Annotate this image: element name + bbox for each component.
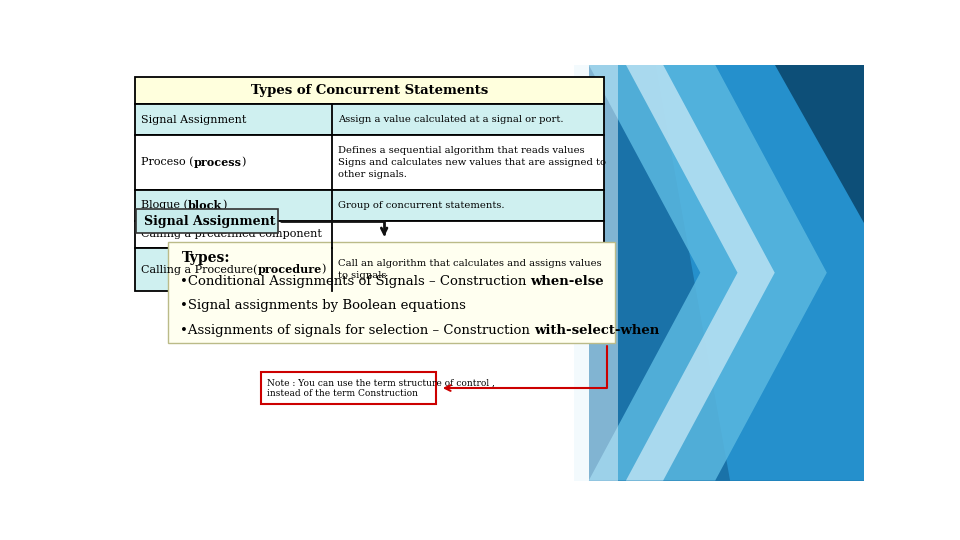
Bar — [168, 241, 614, 343]
Text: Note : You can use the term structure of control ,
instead of the term Construct: Note : You can use the term structure of… — [267, 379, 495, 398]
Text: Call an algorithm that calculates and assigns values
to signals: Call an algorithm that calculates and as… — [338, 259, 601, 280]
Text: Signal Assignment: Signal Assignment — [141, 115, 246, 125]
Polygon shape — [588, 65, 827, 481]
Bar — [134, 77, 604, 104]
Polygon shape — [656, 65, 864, 481]
Text: Types:: Types: — [181, 251, 230, 265]
Bar — [134, 248, 604, 292]
Text: Assign a value calculated at a signal or port.: Assign a value calculated at a signal or… — [338, 116, 564, 124]
Polygon shape — [574, 65, 618, 481]
Text: Proceso (: Proceso ( — [141, 157, 193, 167]
Text: procedure: procedure — [257, 264, 322, 275]
Bar — [134, 190, 604, 221]
Polygon shape — [775, 65, 864, 223]
Text: Group of concurrent statements.: Group of concurrent statements. — [338, 201, 504, 210]
Text: Signal Assignment: Signal Assignment — [144, 214, 276, 228]
Text: ): ) — [322, 265, 325, 275]
Bar — [134, 104, 604, 136]
Text: with-select-when: with-select-when — [534, 325, 659, 338]
Text: Defines a sequential algorithm that reads values
Signs and calculates new values: Defines a sequential algorithm that read… — [338, 146, 606, 179]
Text: process: process — [193, 157, 241, 168]
Text: Calling a predefined component: Calling a predefined component — [141, 230, 322, 239]
Text: Bloque (: Bloque ( — [141, 200, 188, 211]
Text: •Assignments of signals for selection – Construction: •Assignments of signals for selection – … — [180, 325, 534, 338]
Text: •Conditional Assignments of Signals – Construction: •Conditional Assignments of Signals – Co… — [180, 274, 530, 287]
Bar — [261, 373, 436, 404]
Polygon shape — [626, 65, 775, 481]
Text: Types of Concurrent Statements: Types of Concurrent Statements — [251, 84, 488, 97]
Bar — [134, 136, 604, 190]
Text: ): ) — [241, 157, 246, 167]
Bar — [136, 209, 277, 233]
Text: ): ) — [222, 200, 227, 210]
Text: block: block — [188, 200, 222, 211]
Polygon shape — [588, 65, 864, 481]
Text: •Signal assignments by Boolean equations: •Signal assignments by Boolean equations — [180, 300, 466, 313]
Bar — [134, 221, 604, 248]
Text: Calling a Procedure(: Calling a Procedure( — [141, 264, 257, 275]
Text: when-else: when-else — [530, 274, 604, 287]
